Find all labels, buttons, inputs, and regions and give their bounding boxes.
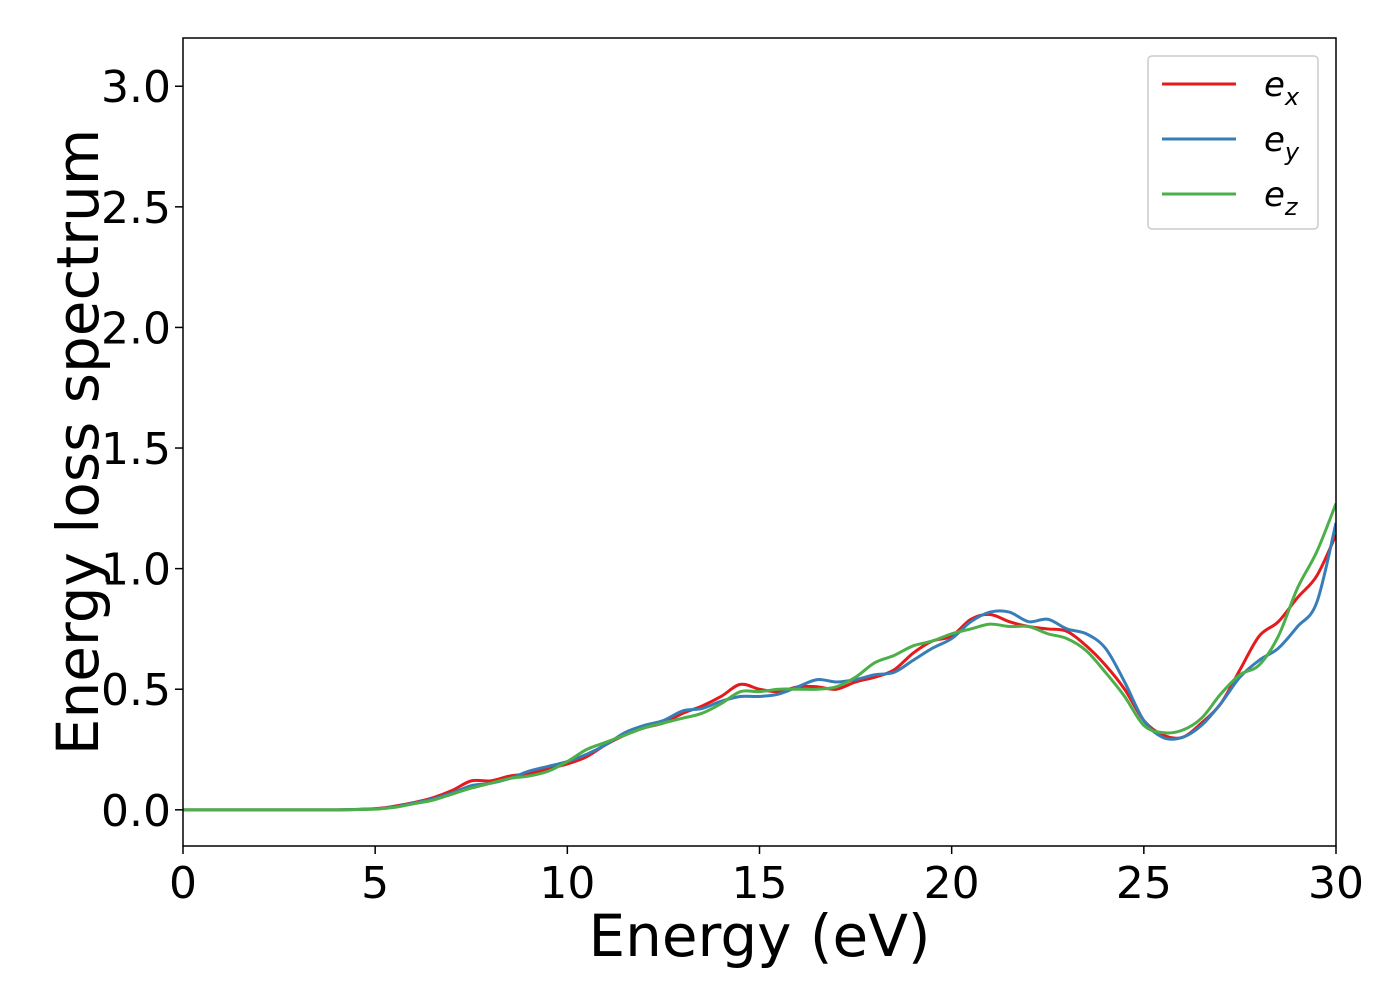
series-line-ex: [183, 534, 1336, 812]
x-tick-label: 25: [1116, 858, 1172, 909]
x-tick-label: 20: [924, 858, 980, 909]
series-line-ey: [183, 522, 1336, 812]
series-line-ez: [183, 502, 1336, 812]
y-tick-label: 3.0: [101, 62, 171, 113]
x-tick-label: 15: [732, 858, 788, 909]
x-axis-title: Energy (eV): [588, 902, 930, 970]
y-axis-ticks: 0.0 0.5 1.0 1.5 2.0 2.5 3.0: [101, 62, 183, 837]
x-tick-label: 0: [169, 858, 197, 909]
legend-box: [1147, 55, 1319, 230]
y-tick-label: 0.0: [101, 786, 171, 837]
y-tick-label: 2.0: [101, 303, 171, 354]
x-tick-label: 30: [1308, 858, 1364, 909]
legend-label-ex: ex: [1264, 65, 1300, 111]
series-layer: [183, 502, 1336, 812]
legend-label-ez: ez: [1264, 175, 1299, 221]
legend-label-ey: ey: [1264, 120, 1300, 166]
y-tick-label: 2.5: [101, 183, 171, 234]
y-tick-label: 1.0: [101, 545, 171, 596]
x-tick-label: 10: [539, 858, 595, 909]
x-tick-label: 5: [361, 858, 389, 909]
y-tick-label: 1.5: [101, 424, 171, 475]
x-axis-ticks: 0 5 10 15 20 25 30: [169, 846, 1364, 909]
y-axis-title: Energy loss spectrum: [44, 129, 112, 755]
y-tick-label: 0.5: [101, 665, 171, 716]
legend: ex ey ez: [1147, 55, 1319, 230]
